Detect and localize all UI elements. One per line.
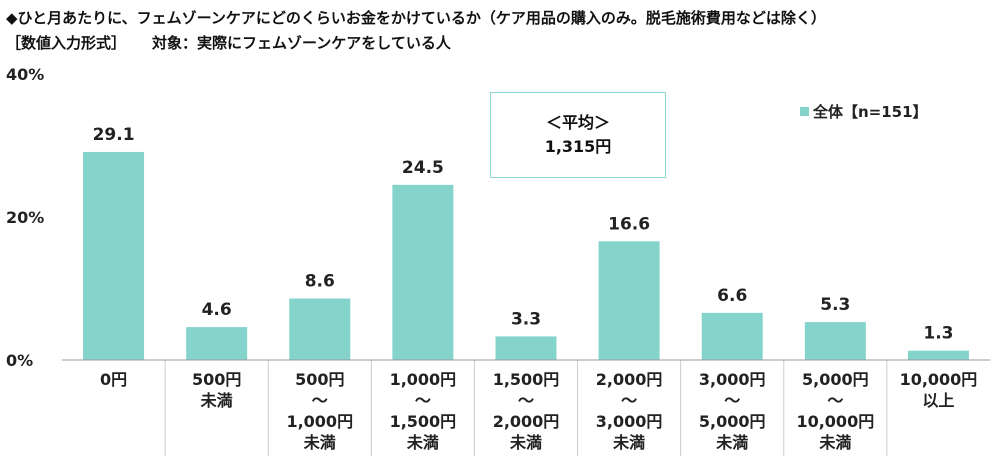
category-label: 未満 [818, 433, 851, 452]
value-label: 24.5 [402, 158, 444, 178]
chart-title: ◆ひと月あたりに、フェムゾーンケアにどのくらいお金をかけているか（ケア用品の購入… [6, 9, 826, 27]
category-label: 未満 [612, 433, 645, 452]
category-label: 5,000円 [802, 370, 869, 389]
bar [289, 298, 351, 360]
value-label: 8.6 [305, 272, 335, 292]
y-tick-label: 0% [6, 351, 33, 370]
value-label: 3.3 [511, 309, 541, 329]
value-label: 6.6 [717, 286, 747, 306]
category-label: 1,000円 [390, 370, 457, 389]
category-label: ～ [518, 391, 534, 410]
average-value: 1,315円 [544, 137, 612, 156]
category-label: 1,500円 [390, 412, 457, 431]
category-label: 2,000円 [493, 412, 560, 431]
category-label: 10,000円 [796, 412, 874, 431]
category-label: 未満 [303, 433, 336, 452]
category-label: 1,500円 [493, 370, 560, 389]
category-label: 5,000円 [699, 412, 766, 431]
category-label: 未満 [200, 391, 233, 410]
category-label: ～ [312, 391, 328, 410]
category-label: 500円 [295, 370, 344, 389]
value-label: 5.3 [820, 295, 850, 315]
bar [392, 184, 454, 360]
legend-swatch [800, 107, 809, 116]
legend-label: 全体【n=151】 [812, 103, 928, 121]
y-axis-ticks: 0% 20% 40% [6, 65, 44, 370]
category-label: 未満 [406, 433, 439, 452]
y-tick-label: 20% [6, 208, 44, 227]
category-label: 3,000円 [596, 412, 663, 431]
category-labels: 0円 500円未満500円～1,000円未満1,000円～1,500円未満1,50… [100, 370, 977, 452]
bar [495, 336, 557, 360]
average-label: ＜平均＞ [545, 113, 610, 132]
category-label: 3,000円 [699, 370, 766, 389]
category-label: 未満 [715, 433, 748, 452]
category-label: 0円 [100, 370, 127, 389]
y-tick-label: 40% [6, 65, 44, 84]
category-label: ～ [724, 391, 740, 410]
question-format: ［数値入力形式］ [6, 34, 127, 52]
bar [83, 151, 145, 360]
category-label: ～ [415, 391, 431, 410]
category-label: 2,000円 [596, 370, 663, 389]
bar [186, 327, 248, 360]
category-label: 以上 [922, 391, 954, 410]
bar [804, 322, 866, 360]
category-dividers [164, 360, 888, 456]
bar [598, 241, 660, 360]
category-label: ～ [827, 391, 843, 410]
value-labels: 29.1 4.6 8.6 24.5 3.3 16.6 6.6 5.3 1.3 [93, 125, 954, 344]
bar [907, 350, 969, 360]
category-label: ～ [621, 391, 637, 410]
bars [83, 151, 969, 360]
category-label: 1,000円 [286, 412, 353, 431]
chart-subtitle: ［数値入力形式］ 対象：実際にフェムゾーンケアをしている人 [6, 32, 451, 54]
value-label: 29.1 [93, 125, 135, 145]
value-label: 16.6 [608, 214, 650, 234]
bar [701, 312, 763, 360]
category-label: 未満 [509, 433, 542, 452]
value-label: 1.3 [923, 324, 953, 344]
legend: 全体【n=151】 [800, 103, 928, 121]
value-label: 4.6 [202, 300, 232, 320]
category-label: 500円 [192, 370, 241, 389]
question-target: 対象：実際にフェムゾーンケアをしている人 [152, 34, 451, 52]
category-label: 10,000円 [900, 370, 978, 389]
average-box: ＜平均＞ 1,315円 [490, 92, 666, 178]
